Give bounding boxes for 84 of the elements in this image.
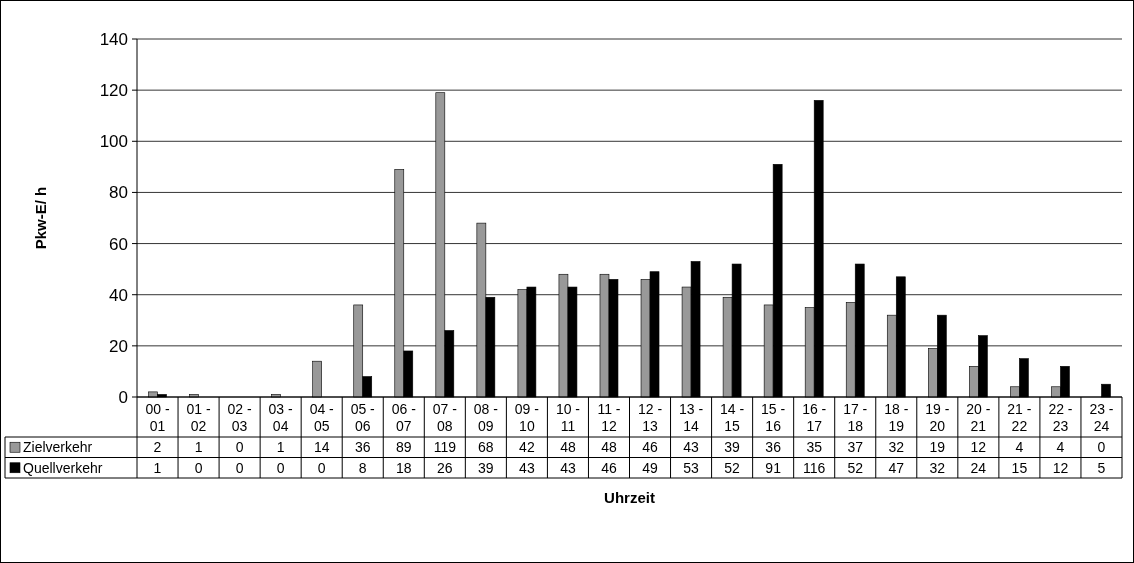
y-tick-label: 60 xyxy=(109,234,128,254)
data-label: 89 xyxy=(395,439,412,456)
data-label: 52 xyxy=(724,459,741,476)
y-tick-label: 140 xyxy=(99,29,128,49)
data-label: 12 xyxy=(1052,459,1069,476)
data-label: 39 xyxy=(478,459,494,476)
x-tick-label: 01 - 02 xyxy=(186,401,211,434)
data-label: 0 xyxy=(235,459,244,476)
x-tick-label: 20 - 21 xyxy=(966,401,991,434)
x-tick-label: 11 - 12 xyxy=(597,401,621,434)
data-label: 47 xyxy=(888,459,905,476)
data-label: 68 xyxy=(478,439,494,456)
data-label: 18 xyxy=(395,459,412,476)
data-label: 8 xyxy=(358,459,367,476)
legend-label: Quellverkehr xyxy=(23,459,103,476)
x-tick-label: 00 - 01 xyxy=(145,401,170,434)
y-axis-title: Pkw-E/ h xyxy=(32,186,49,250)
data-label: 24 xyxy=(970,459,987,476)
data-label: 1 xyxy=(276,439,285,456)
data-label: 42 xyxy=(519,439,535,456)
data-label: 32 xyxy=(929,459,946,476)
x-tick-label: 04 - 05 xyxy=(309,401,335,434)
data-label: 4 xyxy=(1056,439,1065,456)
x-tick-label: 12 - 13 xyxy=(637,401,663,434)
data-label: 15 xyxy=(1011,459,1028,476)
data-label: 43 xyxy=(560,459,576,476)
x-tick-label: 17 - 18 xyxy=(843,401,868,434)
data-label: 43 xyxy=(519,459,535,476)
data-label: 0 xyxy=(276,459,285,476)
x-tick-label: 06 - 07 xyxy=(391,401,417,434)
data-label: 36 xyxy=(765,439,782,456)
data-label: 43 xyxy=(683,439,700,456)
x-tick-label: 09 - 10 xyxy=(514,401,540,434)
data-label: 53 xyxy=(683,459,700,476)
data-label: 4 xyxy=(1015,439,1024,456)
x-tick-label: 19 - 20 xyxy=(925,401,950,434)
data-label: 5 xyxy=(1097,459,1106,476)
data-label: 19 xyxy=(929,439,946,456)
data-label: 46 xyxy=(601,459,617,476)
data-label: 116 xyxy=(803,459,826,476)
data-label: 14 xyxy=(313,439,330,456)
x-tick-label: 02 - 03 xyxy=(227,401,252,434)
y-tick-label: 40 xyxy=(109,285,128,305)
data-label: 49 xyxy=(642,459,659,476)
data-label: 37 xyxy=(847,439,864,456)
x-tick-label: 21 - 22 xyxy=(1007,401,1032,434)
x-tick-label: 07 - 08 xyxy=(432,401,458,434)
legend-label: Zielverkehr xyxy=(23,439,93,456)
x-tick-label: 13 - 14 xyxy=(679,401,704,434)
x-tick-label: 03 - 04 xyxy=(268,401,294,434)
data-label: 91 xyxy=(765,459,782,476)
x-tick-label: 18 - 19 xyxy=(884,401,909,434)
x-tick-label: 08 - 09 xyxy=(473,401,499,434)
y-tick-label: 0 xyxy=(118,387,128,407)
data-label: 1 xyxy=(153,459,162,476)
data-label: 0 xyxy=(235,439,244,456)
data-label: 39 xyxy=(724,439,741,456)
data-label: 48 xyxy=(601,439,617,456)
x-tick-label: 10 - 11 xyxy=(555,401,581,434)
x-tick-label: 22 - 23 xyxy=(1048,401,1073,434)
x-axis-title: Uhrzeit xyxy=(604,489,655,506)
data-label: 32 xyxy=(888,439,905,456)
data-label: 52 xyxy=(847,459,864,476)
y-tick-label: 20 xyxy=(109,336,128,356)
data-label: 119 xyxy=(433,439,457,456)
y-tick-label: 100 xyxy=(99,132,128,152)
x-tick-label: 14 - 15 xyxy=(720,401,745,434)
data-label: 26 xyxy=(437,459,453,476)
y-tick-label: 80 xyxy=(109,183,128,203)
data-label: 48 xyxy=(560,439,576,456)
data-label: 46 xyxy=(642,439,659,456)
data-label: 36 xyxy=(354,439,371,456)
x-tick-label: 16 - 17 xyxy=(802,401,827,434)
data-label: 0 xyxy=(1097,439,1106,456)
data-label: 0 xyxy=(194,459,203,476)
data-label: 1 xyxy=(194,439,203,456)
data-label: 12 xyxy=(970,439,987,456)
data-label: 2 xyxy=(153,439,162,456)
data-label: 35 xyxy=(806,439,823,456)
x-tick-label: 05 - 06 xyxy=(350,401,376,434)
x-tick-label: 15 - 16 xyxy=(761,401,786,434)
x-tick-label: 23 - 24 xyxy=(1089,401,1114,434)
data-label: 0 xyxy=(317,459,326,476)
y-tick-label: 120 xyxy=(99,81,128,101)
